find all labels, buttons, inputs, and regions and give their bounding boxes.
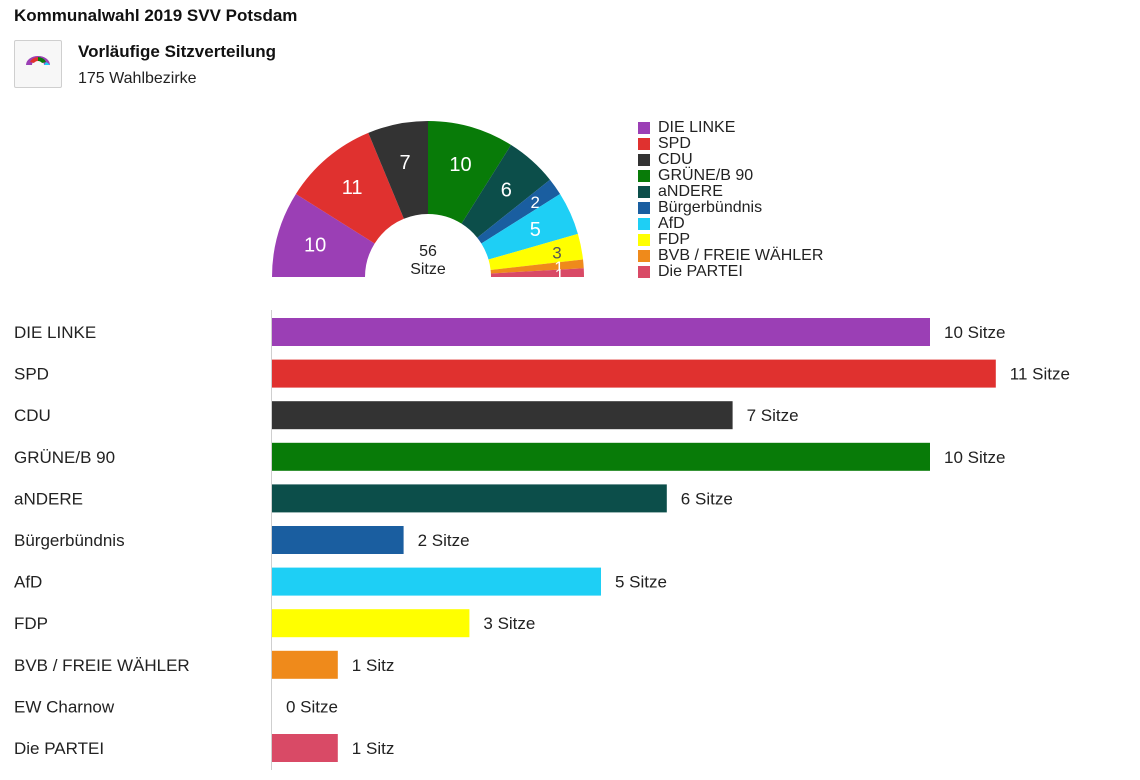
- bar-value-label-ew-charnow: 0 Sitze: [286, 697, 338, 716]
- bar-axis-line: [271, 310, 272, 770]
- bar-value-label-spd: 11 Sitze: [1010, 365, 1070, 384]
- legend-label: DIE LINKE: [658, 119, 736, 136]
- legend-label: CDU: [658, 151, 693, 168]
- bar-value-label-afd: 5 Sitze: [615, 573, 667, 592]
- legend-label: Die PARTEI: [658, 263, 743, 280]
- hemicycle-value-buergerbuendnis: 2: [531, 193, 540, 212]
- bar-andere: [272, 484, 667, 513]
- legend-swatch: [638, 202, 650, 214]
- page-title: Kommunalwahl 2019 SVV Potsdam: [14, 6, 298, 25]
- bar-cdu: [272, 401, 733, 430]
- legend-swatch: [638, 266, 650, 278]
- hemicycle-value-fdp: 3: [552, 243, 561, 262]
- bar-category-gruene-b-90: GRÜNE/B 90: [14, 448, 115, 467]
- bar-buergerbuendnis: [272, 526, 404, 554]
- bar-bvb-freie-waehler: [272, 650, 338, 679]
- legend-item-andere: aNDERE: [638, 184, 823, 200]
- bar-value-label-cdu: 7 Sitze: [747, 406, 799, 425]
- hemicycle-value-die-partei: 1: [555, 265, 564, 284]
- legend-label: FDP: [658, 231, 690, 248]
- bar-value-label-die-linke: 10 Sitze: [944, 323, 1005, 342]
- legend-label: BVB / FREIE WÄHLER: [658, 247, 824, 264]
- bar-category-cdu: CDU: [14, 406, 51, 425]
- legend-swatch: [638, 122, 650, 134]
- bar-category-bvb-freie-waehler: BVB / FREIE WÄHLER: [14, 656, 190, 675]
- hemicycle-value-bvb-freie-waehler: 1: [554, 258, 563, 277]
- hemicycle-segment-buergerbuendnis: [477, 179, 561, 244]
- bar-category-afd: AfD: [14, 573, 42, 592]
- hemicycle-segment-afd: [481, 194, 578, 260]
- bar-category-die-partei: Die PARTEI: [14, 739, 104, 758]
- legend-item-spd: SPD: [638, 136, 823, 152]
- chart-subtitle: Vorläufige Sitzverteilung: [78, 42, 277, 61]
- bar-category-spd: SPD: [14, 365, 49, 384]
- legend-item-die-linke: DIE LINKE: [638, 120, 823, 136]
- hemicycle-value-afd: 5: [530, 219, 541, 241]
- legend-swatch: [638, 186, 650, 198]
- legend-label: GRÜNE/B 90: [658, 167, 754, 184]
- hemicycle-segment-gruene-b-90: [428, 121, 511, 224]
- bar-die-partei: [272, 734, 338, 762]
- bar-spd: [272, 359, 996, 388]
- bar-gruene-b-90: [272, 442, 930, 471]
- legend-item-gruene-b-90: GRÜNE/B 90: [638, 168, 823, 184]
- bar-category-ew-charnow: EW Charnow: [14, 697, 115, 716]
- hemicycle-total-label: Sitze: [410, 261, 446, 278]
- bar-die-linke: [272, 318, 930, 346]
- legend-item-buergerbuendnis: Bürgerbündnis: [638, 200, 823, 216]
- legend-item-die-partei: Die PARTEI: [638, 264, 823, 280]
- hemicycle-value-spd: 11: [342, 177, 363, 199]
- hemicycle-value-cdu: 7: [400, 152, 411, 174]
- legend-swatch: [638, 218, 650, 230]
- legend-swatch: [638, 138, 650, 150]
- hemicycle-segment-cdu: [368, 121, 428, 219]
- district-count: 175 Wahlbezirke: [78, 70, 197, 87]
- hemicycle-segment-andere: [461, 144, 550, 238]
- hemicycle-segment-die-partei: [490, 268, 584, 277]
- bar-category-andere: aNDERE: [14, 489, 83, 508]
- legend-label: SPD: [658, 135, 691, 152]
- hemicycle-value-andere: 6: [501, 179, 512, 201]
- legend-item-afd: AfD: [638, 216, 823, 232]
- hemicycle-value-gruene-b-90: 10: [449, 154, 471, 176]
- bar-value-label-gruene-b-90: 10 Sitze: [944, 448, 1005, 467]
- legend-item-cdu: CDU: [638, 152, 823, 168]
- hemicycle-segment-spd: [295, 132, 404, 244]
- bar-category-fdp: FDP: [14, 614, 48, 633]
- legend-label: Bürgerbündnis: [658, 199, 763, 216]
- hemicycle-segment-bvb-freie-waehler: [490, 259, 584, 274]
- hemicycle-segment-fdp: [488, 233, 584, 270]
- legend-swatch: [638, 154, 650, 166]
- chart-legend: DIE LINKE SPD CDU GRÜNE/B 90 aNDERE Bürgerbün…: [638, 120, 823, 280]
- bar-value-label-buergerbuendnis: 2 Sitze: [418, 531, 470, 550]
- hemicycle-value-die-linke: 10: [304, 234, 326, 256]
- legend-label: AfD: [658, 215, 685, 232]
- parliament-hemicycle-icon: [14, 40, 62, 88]
- legend-swatch: [638, 234, 650, 246]
- bar-category-buergerbuendnis: Bürgerbündnis: [14, 531, 125, 550]
- bar-value-label-andere: 6 Sitze: [681, 489, 733, 508]
- bar-value-label-die-partei: 1 Sitz: [352, 739, 395, 758]
- bar-fdp: [272, 609, 470, 638]
- legend-label: aNDERE: [658, 183, 723, 200]
- hemicycle-segment-die-linke: [272, 194, 375, 277]
- bar-afd: [272, 567, 601, 596]
- legend-swatch: [638, 250, 650, 262]
- legend-swatch: [638, 170, 650, 182]
- legend-item-bvb-freie-waehler: BVB / FREIE WÄHLER: [638, 248, 823, 264]
- bar-category-die-linke: DIE LINKE: [14, 323, 96, 342]
- legend-item-fdp: FDP: [638, 232, 823, 248]
- hemicycle-total-seats: 56: [419, 243, 437, 260]
- bar-value-label-bvb-freie-waehler: 1 Sitz: [352, 656, 395, 675]
- bar-value-label-fdp: 3 Sitze: [483, 614, 535, 633]
